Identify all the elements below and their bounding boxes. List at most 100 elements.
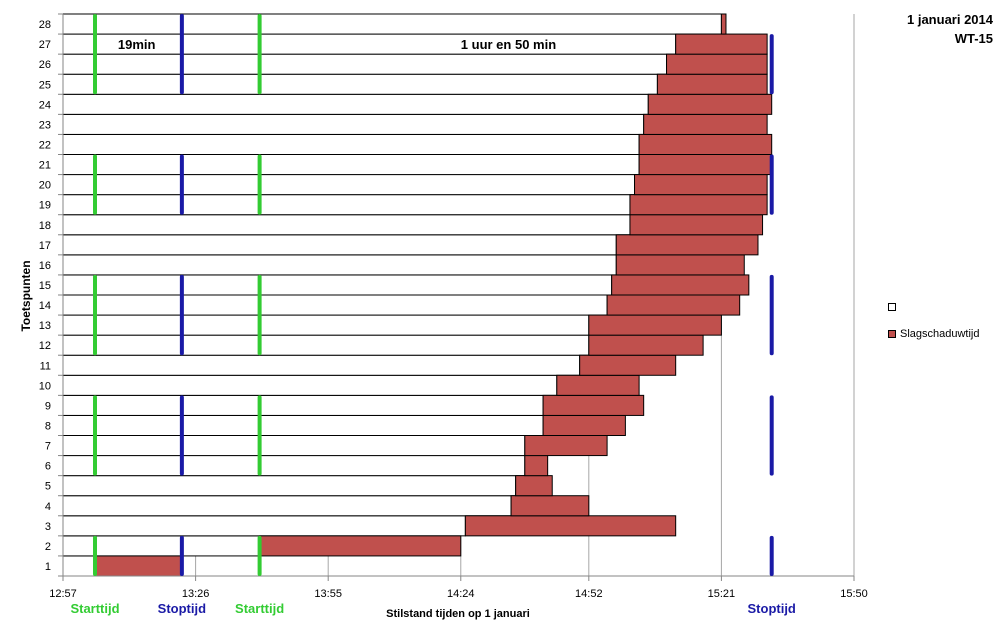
bar-blank (62, 535, 261, 557)
y-tick-label: 2 (45, 541, 51, 553)
y-tick-label: 1 (45, 561, 51, 573)
bar-slagschaduwtijd (634, 174, 768, 196)
y-tick-label: 20 (39, 180, 51, 192)
bar-slagschaduwtijd (629, 214, 764, 236)
bar-blank (62, 435, 526, 457)
bar-slagschaduwtijd (629, 194, 768, 216)
x-tick-label: 13:55 (314, 588, 342, 600)
y-tick-label: 17 (39, 240, 51, 252)
y-axis-label: Toetspunten (19, 260, 33, 331)
legend-label-slagschaduwtijd: Slagschaduwtijd (900, 328, 980, 340)
x-tick-label: 14:52 (575, 588, 603, 600)
bar-slagschaduwtijd (638, 133, 773, 156)
bar-blank (62, 374, 558, 396)
chart-title-block: 1 januari 2014 WT-15 (907, 10, 993, 48)
y-tick-label: 9 (45, 400, 51, 412)
bar-slagschaduwtijd (94, 555, 183, 577)
y-tick-label: 19 (39, 200, 51, 212)
x-tick-label: 14:24 (447, 588, 475, 600)
y-tick-label: 4 (45, 501, 51, 513)
time-markers (93, 14, 774, 576)
bar-slagschaduwtijd (643, 113, 768, 135)
y-tick-label: 12 (39, 340, 51, 352)
y-tick-label: 7 (45, 441, 51, 453)
starttijd-label: Starttijd (235, 601, 284, 616)
y-tick-label: 24 (39, 99, 51, 111)
bar-blank (62, 214, 631, 236)
bar-slagschaduwtijd (515, 475, 553, 497)
bar-slagschaduwtijd (606, 294, 741, 316)
y-tick-label: 27 (39, 39, 51, 51)
x-tick-label: 15:21 (708, 588, 736, 600)
bar-blank (62, 455, 526, 477)
y-tick-label: 28 (39, 19, 51, 31)
x-tick-label: 15:50 (840, 588, 868, 600)
legend-swatch-blank (888, 303, 896, 311)
bar-blank (62, 394, 544, 416)
bar-series (62, 13, 773, 577)
bar-blank (62, 354, 581, 376)
bar-slagschaduwtijd (611, 274, 750, 296)
bar-slagschaduwtijd (579, 354, 677, 376)
bar-blank (62, 174, 636, 196)
legend: Slagschaduwtijd (888, 300, 980, 354)
chart-date: 1 januari 2014 (907, 12, 993, 27)
tick-labels: 12:57 13:26 13:55 14:24 14:52 15:21 15:5012345… (39, 19, 868, 616)
bar-blank (62, 234, 617, 256)
bar-slagschaduwtijd (675, 33, 768, 55)
bar-blank (62, 93, 649, 115)
bar-slagschaduwtijd (666, 53, 768, 75)
y-tick-label: 8 (45, 420, 51, 432)
bar-slagschaduwtijd (588, 334, 704, 356)
bar-blank (62, 154, 640, 176)
bar-blank (62, 414, 544, 436)
y-tick-label: 3 (45, 521, 51, 533)
bar-blank (62, 495, 512, 517)
y-tick-label: 10 (39, 380, 51, 392)
y-tick-label: 6 (45, 461, 51, 473)
bar-blank (62, 334, 590, 356)
y-tick-label: 22 (39, 139, 51, 151)
bar-slagschaduwtijd (588, 314, 722, 336)
bar-blank (62, 294, 608, 316)
bar-blank (62, 53, 668, 75)
bar-blank (62, 113, 645, 135)
bar-blank (62, 555, 96, 577)
y-tick-label: 26 (39, 59, 51, 71)
bar-blank (62, 133, 640, 156)
annotation-label: 1 uur en 50 min (461, 37, 556, 52)
bar-blank (62, 13, 722, 35)
bar-slagschaduwtijd (556, 374, 640, 396)
legend-item-slagschaduwtijd: Slagschaduwtijd (888, 327, 980, 341)
bar-blank (62, 73, 658, 95)
y-tick-label: 15 (39, 280, 51, 292)
bar-slagschaduwtijd (638, 154, 773, 176)
x-tick-label: 12:57 (49, 588, 77, 600)
y-tick-label: 11 (40, 360, 51, 372)
x-axis-label: Stilstand tijden op 1 januari (386, 608, 530, 620)
bar-blank (62, 274, 613, 296)
bar-slagschaduwtijd (524, 455, 549, 477)
starttijd-label: Starttijd (70, 601, 119, 616)
bar-blank (62, 515, 466, 537)
bar-slagschaduwtijd (656, 73, 768, 95)
axes (58, 13, 855, 581)
bar-slagschaduwtijd (510, 495, 590, 517)
bar-blank (62, 254, 617, 276)
bar-slagschaduwtijd (720, 13, 727, 35)
bar-slagschaduwtijd (615, 234, 759, 256)
y-tick-label: 13 (39, 320, 51, 332)
stoptijd-label: Stoptijd (158, 601, 206, 616)
bar-slagschaduwtijd (464, 515, 677, 537)
bar-slagschaduwtijd (542, 394, 645, 416)
turbine-id: WT-15 (954, 31, 993, 46)
bar-blank (62, 475, 517, 497)
bar-blank (62, 194, 631, 216)
y-tick-label: 21 (39, 160, 51, 172)
y-tick-label: 23 (39, 119, 51, 131)
annotation-label: 19min (118, 37, 156, 52)
legend-item-blank (888, 300, 980, 314)
bar-slagschaduwtijd (524, 435, 608, 457)
legend-swatch-slagschaduwtijd (888, 330, 896, 338)
